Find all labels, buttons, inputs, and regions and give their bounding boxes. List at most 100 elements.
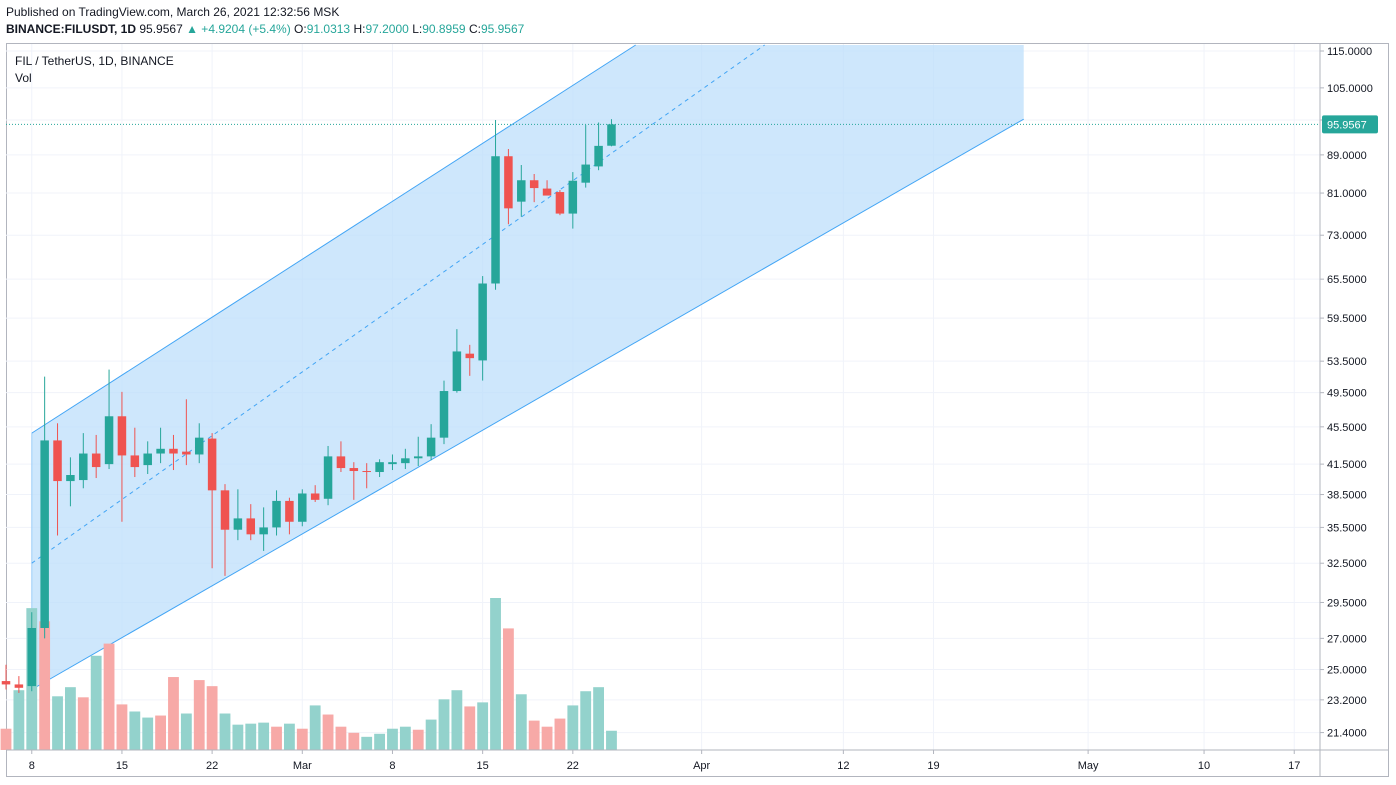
candle-body	[542, 188, 552, 196]
candle-body	[517, 180, 526, 202]
y-tick-label: 32.5000	[1327, 558, 1367, 570]
candle-body	[130, 455, 140, 468]
candle-body	[298, 493, 307, 522]
volume-bar	[593, 687, 604, 750]
candle-body	[207, 438, 217, 491]
chart-frame[interactable]	[6, 43, 1389, 777]
volume-bar	[90, 655, 102, 750]
volume-bar	[65, 687, 76, 750]
volume-bar	[412, 729, 424, 750]
candle	[246, 504, 256, 541]
volume-bar	[180, 713, 192, 750]
candle	[1, 664, 11, 690]
volume-bar	[541, 726, 553, 750]
candle-body	[91, 453, 101, 468]
candle	[104, 369, 114, 470]
volume-bar	[374, 733, 385, 750]
regression-channel[interactable]	[31, 44, 1024, 690]
x-tick-label: Mar	[293, 760, 312, 772]
y-tick-label: 41.5000	[1327, 459, 1367, 471]
candle-body	[259, 527, 268, 535]
candle-body	[336, 456, 346, 469]
volume-bar	[129, 711, 141, 750]
volume-bar	[580, 691, 592, 750]
candle-body	[349, 468, 359, 472]
candle	[529, 173, 539, 203]
candle	[504, 148, 513, 225]
volume-bar	[348, 732, 360, 750]
open-value: 91.0313	[306, 22, 351, 36]
candle-body	[285, 500, 294, 522]
volume-bar	[155, 715, 166, 750]
volume-bar	[296, 728, 308, 750]
candle	[310, 485, 320, 502]
y-tick-label: 53.5000	[1327, 356, 1367, 368]
x-tick-label: 17	[1288, 760, 1300, 772]
price-change: ▲ +4.9204 (+5.4%)	[186, 22, 291, 36]
volume-bar	[245, 723, 257, 750]
volume-bar	[387, 728, 398, 750]
candlesticks	[1, 119, 616, 693]
candle-body	[439, 391, 449, 438]
candle-body	[272, 500, 281, 528]
channel-mid-line	[31, 44, 765, 564]
time-axis[interactable]: 8 15 22 Mar 8 15 22 Apr 12 19 May 10 17	[6, 749, 1389, 772]
y-tick-label: 21.4000	[1327, 728, 1367, 740]
candle	[517, 165, 526, 217]
channel-upper-line	[31, 44, 636, 434]
x-tick-label: 8	[389, 760, 395, 772]
volume-bar	[528, 720, 540, 750]
candle	[607, 119, 616, 147]
candle-body	[478, 283, 487, 361]
x-tick-label: 12	[837, 760, 849, 772]
candle	[491, 119, 500, 290]
candle	[555, 190, 565, 216]
candle	[91, 434, 101, 479]
candle	[581, 125, 590, 188]
candle	[298, 489, 307, 527]
published-text: Published on TradingView.com, March 26, …	[6, 5, 340, 19]
candle-body	[117, 416, 127, 456]
last-price-tag	[1322, 115, 1378, 134]
legend-volume: Vol	[15, 71, 32, 85]
volume-bar	[168, 677, 179, 750]
x-tick-label: 8	[29, 760, 35, 772]
y-tick-label: 29.5000	[1327, 597, 1367, 609]
y-tick-label: 115.0000	[1327, 46, 1372, 58]
chart-legend: FIL / TetherUS, 1D, BINANCE Vol	[15, 53, 174, 87]
candle	[375, 459, 384, 478]
close-value: 95.9567	[480, 22, 525, 36]
close-label: C:	[468, 22, 481, 36]
candle	[233, 489, 243, 541]
volume-bar	[438, 699, 450, 750]
volume-bar	[606, 730, 617, 750]
candle	[156, 427, 165, 464]
candle-body	[426, 437, 436, 457]
volume-bar	[503, 628, 514, 750]
volume-bar	[477, 702, 489, 750]
y-tick-label: 81.0000	[1327, 188, 1367, 200]
candle	[66, 457, 75, 507]
candle-body	[568, 180, 578, 214]
volume-bar	[399, 726, 411, 750]
volume-bar	[490, 598, 501, 750]
candle	[220, 484, 230, 576]
volume-bar	[52, 696, 63, 750]
volume-bar	[567, 705, 579, 750]
candle	[285, 497, 294, 535]
candle	[117, 391, 127, 522]
candle-body	[375, 462, 384, 473]
y-tick-label: 49.5000	[1327, 388, 1367, 400]
candle-body	[413, 456, 423, 459]
price-axis[interactable]: 115.0000105.000097.000089.000081.000073.…	[1319, 44, 1378, 777]
candle	[259, 507, 268, 551]
candle-body	[40, 440, 49, 628]
candle-body	[465, 353, 475, 359]
candle	[594, 122, 603, 171]
low-value: 90.8959	[422, 22, 466, 36]
candle	[207, 433, 217, 569]
low-label: L:	[412, 22, 423, 36]
x-tick-label: Apr	[693, 760, 710, 772]
x-tick-label: 19	[927, 760, 939, 772]
